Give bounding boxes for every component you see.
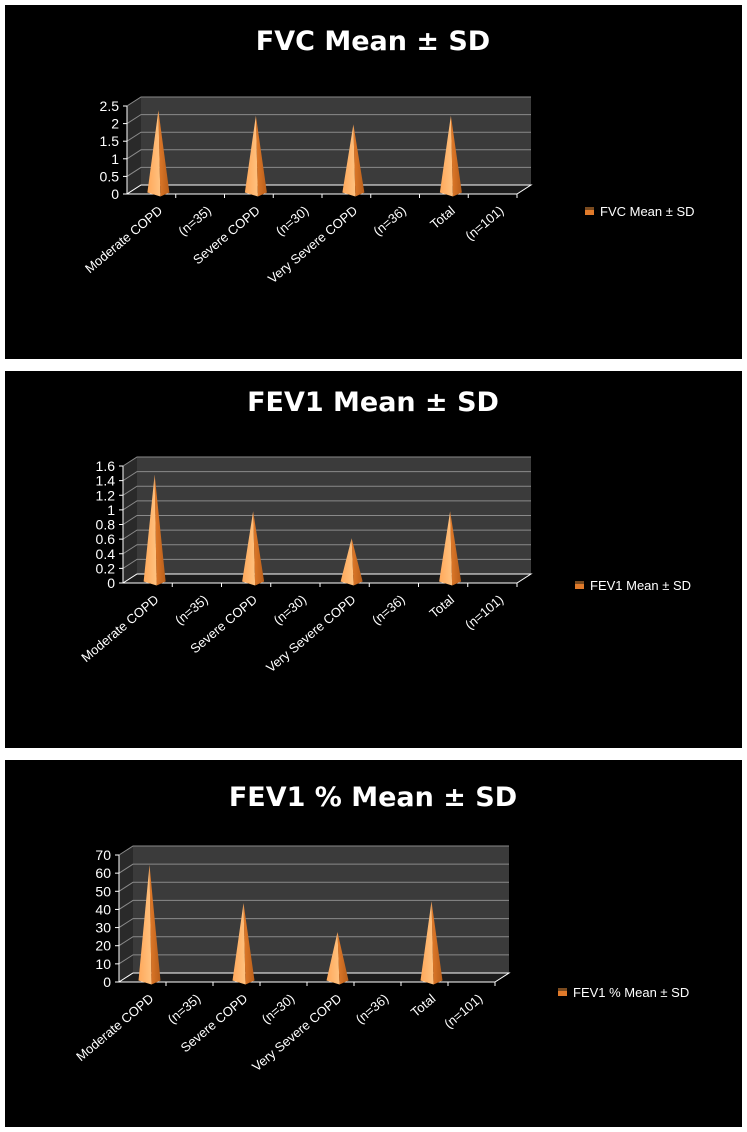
- fev1-chart-panel: FEV1 Mean ± SD 0 0.2 0.4 0.6 0.8 1 1.2 1.4 1.6 Mod…: [5, 371, 742, 748]
- x-category-label: Moderate COPD: [73, 991, 156, 1064]
- gridline: [118, 899, 509, 910]
- x-category-label: Very Severe COPD: [263, 592, 358, 675]
- gridline: [122, 515, 531, 525]
- gridline: [118, 845, 509, 856]
- chart-title: FEV1 % Mean ± SD: [229, 782, 517, 813]
- cone-bar: [439, 511, 462, 586]
- legend-swatch: [575, 581, 584, 589]
- y-tick-label: 0.6: [96, 531, 116, 547]
- y-tick-label: 50: [95, 883, 111, 899]
- x-category-label: Very Severe COPD: [265, 203, 360, 286]
- y-tick-label: 1.4: [96, 473, 116, 489]
- x-category-label: (n=36): [353, 991, 392, 1027]
- cone-bar: [147, 110, 170, 197]
- chart-title: FVC Mean ± SD: [256, 26, 490, 57]
- x-category-label: Total: [408, 991, 439, 1020]
- gridline: [122, 529, 531, 540]
- y-tick-label: 20: [95, 938, 111, 954]
- chart-back-wall: [141, 97, 531, 185]
- gridline: [122, 558, 531, 569]
- x-category-label: (n=35): [165, 991, 204, 1027]
- x-category-label: (n=101): [462, 203, 506, 244]
- x-category-label: (n=101): [462, 592, 506, 633]
- x-category-label: Total: [427, 203, 458, 232]
- gridline: [118, 881, 509, 892]
- x-category-label: (n=36): [369, 592, 408, 628]
- gridline: [122, 544, 531, 555]
- gridline: [118, 863, 509, 874]
- gridline: [126, 149, 531, 160]
- x-category-label: Very Severe COPD: [249, 991, 344, 1074]
- legend-swatch: [585, 207, 594, 215]
- chart-floor: [125, 184, 533, 195]
- y-tick-label: 0: [111, 186, 119, 202]
- gridline: [118, 954, 509, 965]
- x-category-label: Moderate COPD: [82, 203, 165, 276]
- y-tick-label: 60: [95, 865, 111, 881]
- y-tick-label: 0: [103, 974, 111, 990]
- x-category-label: (n=36): [370, 203, 409, 239]
- legend-label: FEV1 % Mean ± SD: [573, 985, 689, 1000]
- y-tick-label: 2: [111, 116, 119, 132]
- cone-bar: [340, 538, 363, 586]
- y-tick-label: 0: [107, 575, 115, 591]
- gridline: [126, 96, 531, 107]
- y-tick-label: 0.4: [96, 546, 116, 562]
- cone-bar: [244, 115, 267, 197]
- legend-label: FVC Mean ± SD: [600, 204, 695, 219]
- y-tick-label: 0.5: [100, 168, 120, 184]
- x-category-label: (n=30): [273, 203, 312, 239]
- cone-bar: [138, 865, 161, 985]
- cone-bar: [143, 474, 166, 586]
- cone-bar: [420, 901, 443, 985]
- gridline: [122, 471, 531, 482]
- y-tick-label: 2.5: [100, 98, 120, 114]
- x-category-label: (n=101): [441, 991, 485, 1032]
- y-tick-label: 1.5: [100, 133, 120, 149]
- gridline: [122, 456, 531, 467]
- y-tick-label: 0.8: [96, 517, 116, 533]
- x-category-label: (n=30): [259, 991, 298, 1027]
- gridline: [126, 114, 531, 125]
- y-tick-label: 1: [111, 151, 119, 167]
- y-tick-label: 40: [95, 901, 111, 917]
- y-tick-label: 30: [95, 920, 111, 936]
- x-category-label: Moderate COPD: [78, 592, 161, 665]
- chart-back-wall: [133, 846, 509, 973]
- fvc-chart: FVC Mean ± SD 0 0.51 1.52 2.5 Moderate COPD (n…: [82, 26, 695, 286]
- y-tick-label: 1.2: [96, 487, 116, 503]
- gridline: [126, 131, 531, 142]
- gridline: [118, 918, 509, 928]
- legend-swatch: [558, 988, 567, 996]
- gridline: [122, 500, 531, 511]
- cone-bar: [439, 115, 462, 197]
- y-tick-label: 0.2: [96, 560, 116, 576]
- fev1-chart: FEV1 Mean ± SD 00.20.40.60.811.21.41.6 Mod…: [78, 387, 691, 675]
- cone-bar: [242, 511, 265, 586]
- y-tick-label: 1.6: [96, 458, 116, 474]
- cone-bar: [232, 903, 255, 985]
- chart-floor: [121, 573, 533, 584]
- y-tick-label: 10: [95, 956, 111, 972]
- cone-bar: [342, 124, 365, 197]
- legend-label: FEV1 Mean ± SD: [590, 578, 691, 593]
- gridline: [118, 936, 509, 947]
- cone-bar: [326, 932, 349, 985]
- y-tick-label: 1: [107, 502, 115, 518]
- x-category-label: (n=30): [271, 592, 310, 628]
- chart-side-wall: [119, 846, 133, 982]
- y-tick-label: 70: [95, 847, 111, 863]
- chart-floor: [117, 972, 511, 983]
- gridline: [126, 166, 531, 177]
- chart-title: FEV1 Mean ± SD: [247, 387, 499, 418]
- fev1-percent-chart: FEV1 % Mean ± SD 0 10 20 30 40 50 60 70 Moderate …: [73, 782, 689, 1074]
- fev1-percent-chart-panel: FEV1 % Mean ± SD 0 10 20 30 40 50 60 70 Moderate …: [5, 760, 742, 1127]
- x-category-label: (n=35): [175, 203, 214, 239]
- fvc-chart-panel: FVC Mean ± SD 0 0.5 1 1.5 2 2.5 Moderate COPD (n…: [5, 5, 742, 359]
- gridline: [122, 485, 531, 496]
- x-category-label: (n=35): [172, 592, 211, 628]
- x-category-label: Total: [426, 592, 457, 621]
- chart-side-wall: [127, 97, 141, 194]
